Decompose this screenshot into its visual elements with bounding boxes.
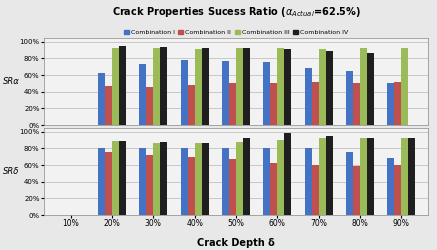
Bar	[360, 138, 367, 215]
Bar	[119, 46, 126, 125]
Bar	[271, 83, 277, 125]
Bar	[194, 142, 201, 215]
Bar	[277, 48, 284, 125]
Bar	[326, 51, 333, 125]
Y-axis label: SRα: SRα	[3, 77, 19, 86]
Bar	[160, 142, 167, 215]
Bar	[312, 165, 319, 215]
Bar	[312, 82, 319, 125]
Y-axis label: SRδ: SRδ	[3, 167, 19, 176]
Legend: Combination I, Combination II, Combination III, Combination IV: Combination I, Combination II, Combinati…	[122, 28, 350, 37]
Bar	[160, 47, 167, 125]
Text: Crack Depth δ: Crack Depth δ	[197, 238, 275, 248]
Bar	[305, 68, 312, 125]
Bar	[263, 62, 271, 125]
Bar	[98, 72, 105, 125]
Bar	[319, 49, 326, 125]
Bar	[180, 148, 187, 215]
Bar	[353, 82, 360, 125]
Bar	[146, 87, 153, 125]
Bar	[394, 82, 401, 125]
Bar	[243, 48, 250, 125]
Bar	[105, 86, 112, 125]
Bar	[180, 60, 187, 125]
Bar	[401, 48, 409, 125]
Bar	[229, 83, 236, 125]
Bar	[263, 148, 271, 215]
Bar	[112, 141, 119, 215]
Bar	[367, 53, 374, 125]
Bar	[229, 159, 236, 215]
Bar	[236, 142, 243, 215]
Bar	[105, 152, 112, 215]
Bar	[119, 141, 126, 215]
Bar	[387, 158, 394, 215]
Bar	[319, 138, 326, 215]
Bar	[394, 165, 401, 215]
Bar	[153, 48, 160, 125]
Bar	[367, 138, 374, 215]
Bar	[236, 48, 243, 125]
Bar	[284, 49, 291, 125]
Bar	[187, 157, 194, 215]
Bar	[409, 138, 416, 215]
Bar	[284, 132, 291, 215]
Bar	[277, 140, 284, 215]
Bar	[194, 49, 201, 125]
Bar	[98, 148, 105, 215]
Bar	[346, 71, 353, 125]
Bar	[139, 64, 146, 125]
Bar	[187, 85, 194, 125]
Bar	[139, 148, 146, 215]
Bar	[201, 142, 209, 215]
Text: Crack Properties Sucess Ratio ($\alpha_{Actual}$=62.5%): Crack Properties Sucess Ratio ($\alpha_{…	[111, 5, 361, 19]
Bar	[222, 148, 229, 215]
Bar	[346, 152, 353, 215]
Bar	[112, 48, 119, 125]
Bar	[146, 155, 153, 215]
Bar	[353, 166, 360, 215]
Bar	[401, 138, 409, 215]
Bar	[305, 148, 312, 215]
Bar	[222, 61, 229, 125]
Bar	[360, 48, 367, 125]
Bar	[271, 162, 277, 215]
Bar	[201, 48, 209, 125]
Bar	[326, 136, 333, 215]
Bar	[153, 142, 160, 215]
Bar	[387, 82, 394, 125]
Bar	[243, 138, 250, 215]
